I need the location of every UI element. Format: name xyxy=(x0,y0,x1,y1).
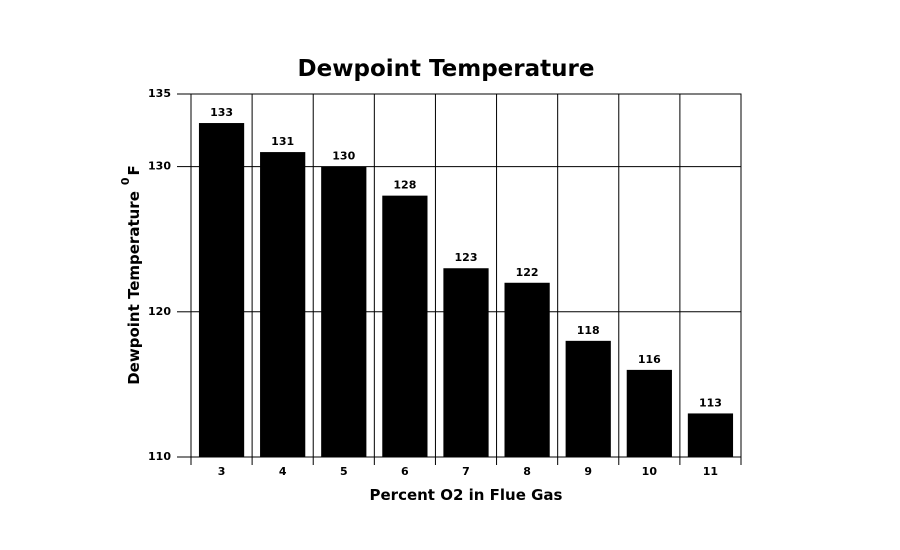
x-tick-label: 11 xyxy=(703,465,718,478)
bar xyxy=(687,413,734,457)
bar xyxy=(321,166,367,457)
value-label: 131 xyxy=(271,135,294,148)
x-tick-label: 10 xyxy=(642,465,658,478)
y-tick-label: 135 xyxy=(148,87,171,100)
bar xyxy=(626,369,672,457)
bar xyxy=(198,123,245,457)
x-tick-label: 9 xyxy=(584,465,592,478)
x-tick-label: 6 xyxy=(401,465,409,478)
value-label: 128 xyxy=(393,179,416,192)
y-axis-label: Dewpoint Temperature 0 F xyxy=(119,165,143,385)
bar xyxy=(260,152,306,457)
value-label: 130 xyxy=(332,150,355,163)
y-label-text: Dewpoint Temperature xyxy=(125,191,143,385)
value-label: 122 xyxy=(516,266,539,279)
value-label: 133 xyxy=(210,106,233,119)
y-tick-label: 130 xyxy=(148,160,171,173)
y-label-unit: F xyxy=(125,165,143,175)
value-label: 113 xyxy=(699,396,722,409)
x-tick-label: 4 xyxy=(279,465,287,478)
value-label: 118 xyxy=(577,324,600,337)
bar xyxy=(382,195,428,457)
x-tick-label: 5 xyxy=(340,465,348,478)
y-label-degree: 0 xyxy=(119,177,132,185)
bar xyxy=(443,268,489,457)
value-label: 116 xyxy=(638,353,661,366)
value-label: 123 xyxy=(455,251,478,264)
y-tick-label: 110 xyxy=(148,450,171,463)
y-tick-label: 120 xyxy=(148,305,171,318)
x-tick-label: 7 xyxy=(462,465,470,478)
bar xyxy=(565,340,611,457)
bar xyxy=(504,282,550,457)
x-axis-label: Percent O2 in Flue Gas xyxy=(370,486,563,504)
chart-title: Dewpoint Temperature xyxy=(298,56,595,82)
x-tick-label: 8 xyxy=(523,465,531,478)
x-tick-label: 3 xyxy=(218,465,226,478)
